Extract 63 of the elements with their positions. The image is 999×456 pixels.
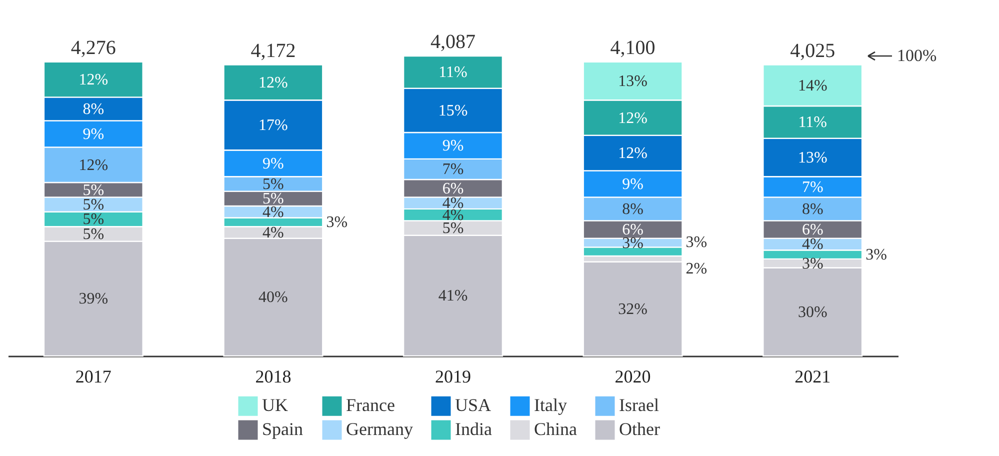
legend-label: Germany	[346, 419, 413, 439]
data-label: 11%	[798, 114, 827, 132]
x-tick-label: 2018	[255, 366, 292, 386]
data-label: 3%	[866, 246, 887, 264]
legend-label: Other	[619, 419, 660, 439]
data-label: 4%	[262, 204, 284, 221]
data-label: 9%	[262, 155, 284, 172]
legend-label: India	[455, 419, 492, 439]
annotation: 100%	[897, 46, 937, 65]
x-tick-label: 2021	[794, 366, 831, 386]
x-tick-label: 2017	[75, 366, 112, 386]
data-label: 12%	[78, 72, 108, 89]
data-label: 13%	[798, 149, 828, 166]
data-label: 12%	[618, 110, 648, 127]
data-label: 5%	[82, 226, 104, 243]
data-label: 41%	[438, 288, 468, 305]
data-label: 9%	[622, 176, 644, 193]
data-label: 15%	[438, 102, 468, 120]
annotation: 4,172	[250, 40, 296, 62]
data-label: 7%	[442, 161, 464, 178]
data-label: 5%	[442, 220, 464, 238]
data-label: 12%	[258, 74, 288, 92]
data-label: 5%	[82, 196, 104, 214]
legend-label: China	[534, 419, 578, 439]
data-label: 14%	[798, 77, 828, 94]
data-label: 8%	[82, 100, 104, 118]
x-tick-label: 2020	[614, 366, 651, 386]
data-label: 5%	[82, 211, 104, 228]
data-label: 6%	[442, 180, 464, 198]
data-label: 12%	[78, 156, 108, 174]
data-label: 4%	[262, 224, 284, 242]
data-label: 3%	[802, 255, 824, 272]
legend-label: UK	[262, 395, 288, 416]
legend-label: Spain	[262, 419, 304, 439]
text: 4,087	[430, 31, 476, 53]
legend-label: Israel	[619, 395, 659, 416]
data-label: 6%	[802, 222, 824, 239]
data-label: 8%	[802, 200, 824, 218]
annotation: 4,025	[790, 40, 836, 62]
x-tick-label: 2019	[435, 366, 471, 386]
data-label: 11%	[438, 64, 468, 82]
data-label: 4%	[802, 236, 824, 254]
legend-label: Italy	[534, 395, 567, 416]
legend-label: France	[346, 395, 395, 416]
legend-label: USA	[455, 395, 492, 416]
data-label: 9%	[442, 138, 464, 155]
annotation: 4,276	[70, 36, 116, 59]
data-label: 32%	[618, 300, 648, 318]
data-label: 13%	[618, 73, 648, 90]
data-label: 7%	[802, 178, 824, 196]
data-label: 2%	[686, 260, 708, 278]
data-label: 9%	[82, 126, 104, 143]
annotation: 4,100	[610, 36, 656, 59]
data-label: 8%	[622, 200, 644, 218]
data-label: 12%	[618, 145, 648, 162]
data-label: 17%	[258, 117, 288, 134]
data-label: 3%	[326, 214, 348, 232]
data-label: 39%	[78, 290, 108, 308]
data-label: 5%	[82, 182, 104, 199]
data-label: 5%	[262, 176, 284, 193]
data-label: 3%	[686, 234, 708, 252]
data-label: 40%	[258, 289, 288, 306]
data-label: 30%	[798, 304, 828, 321]
